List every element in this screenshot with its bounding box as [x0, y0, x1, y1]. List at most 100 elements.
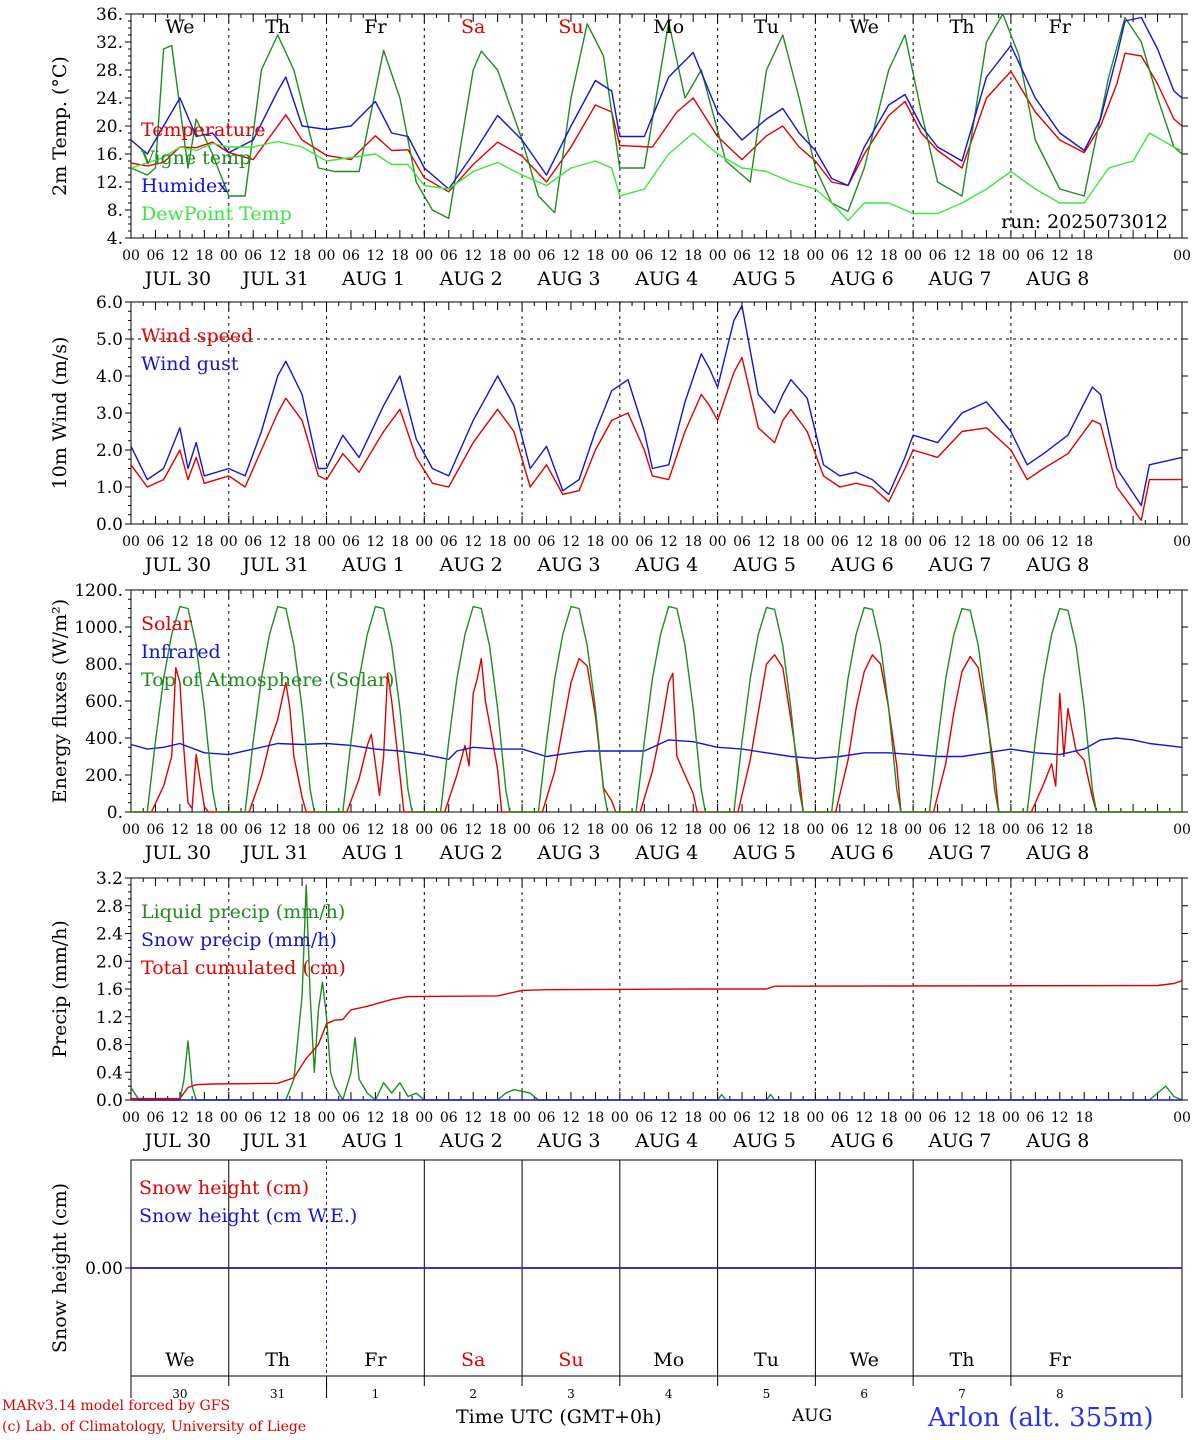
hour-label: 12: [367, 1110, 385, 1126]
hour-label: 18: [489, 1110, 507, 1126]
date-label: AUG 6: [830, 842, 894, 864]
y-tick-label: 0.0: [96, 1091, 123, 1111]
y-axis-label: Energy fluxes (W/m²): [49, 599, 71, 803]
hour-label: 06: [147, 534, 165, 550]
y-tick-label: 16.: [96, 145, 123, 165]
hour-label: 06: [1026, 1110, 1044, 1126]
hour-label: 00: [806, 822, 824, 838]
station-label: Arlon (alt. 355m): [928, 1403, 1154, 1433]
y-axis-label: Precip (mm/h): [49, 920, 71, 1058]
y-tick-label: 36.: [96, 5, 123, 25]
hour-label: 00: [1173, 534, 1191, 550]
hour-label: 06: [538, 1110, 556, 1126]
date-label: AUG 7: [927, 842, 991, 864]
snow-day-number: 2: [469, 1387, 477, 1401]
hour-label: 12: [1051, 1110, 1069, 1126]
hour-label: 12: [171, 248, 189, 264]
snow-day-name: Tu: [754, 1349, 779, 1371]
date-label: AUG 3: [536, 554, 600, 576]
hour-label: 06: [929, 534, 947, 550]
hour-label: 18: [1075, 1110, 1093, 1126]
hour-label: 00: [513, 248, 531, 264]
hour-label: 18: [391, 822, 409, 838]
hour-label: 06: [1026, 534, 1044, 550]
day-name: Fr: [364, 16, 387, 38]
hour-label: 18: [978, 248, 996, 264]
hour-label: 18: [978, 1110, 996, 1126]
y-tick-label: 1000.: [74, 618, 123, 638]
date-label: AUG 7: [927, 268, 991, 290]
snow-day-name: Mo: [653, 1349, 684, 1371]
hour-label: 12: [1051, 822, 1069, 838]
y-tick-label: 1.0: [96, 478, 123, 498]
hour-label: 18: [293, 248, 311, 264]
hour-label: 18: [880, 534, 898, 550]
hour-label: 12: [660, 248, 678, 264]
hour-label: 00: [1173, 248, 1191, 264]
y-tick-label: 32.: [96, 33, 123, 53]
hour-label: 06: [244, 1110, 262, 1126]
hour-label: 12: [464, 1110, 482, 1126]
hour-label: 00: [318, 248, 336, 264]
x-axis-title: Time UTC (GMT+0h): [456, 1406, 662, 1428]
hour-label: 18: [880, 248, 898, 264]
date-label: AUG 1: [341, 1130, 405, 1152]
hour-label: 12: [855, 822, 873, 838]
y-tick-label: 2.8: [96, 897, 123, 917]
snow-day-number: 3: [567, 1387, 575, 1401]
day-name: We: [850, 16, 879, 38]
hour-label: 18: [489, 534, 507, 550]
hour-label: 06: [1026, 248, 1044, 264]
hour-label: 12: [562, 822, 580, 838]
hour-label: 12: [562, 248, 580, 264]
date-label: AUG 1: [341, 554, 405, 576]
hour-label: 12: [758, 534, 776, 550]
hour-label: 06: [929, 248, 947, 264]
date-label: AUG 2: [439, 842, 503, 864]
y-tick-label: 8.: [107, 201, 123, 221]
date-label: AUG 8: [1025, 1130, 1089, 1152]
date-label: JUL 31: [240, 1130, 308, 1152]
legend-entry: Liquid precip (mm/h): [141, 901, 345, 923]
hour-label: 00: [415, 534, 433, 550]
y-tick-label: 2.4: [96, 925, 123, 945]
snow-day-number: 31: [270, 1387, 285, 1401]
hour-label: 00: [220, 1110, 238, 1126]
hour-label: 18: [195, 248, 213, 264]
hour-label: 06: [831, 248, 849, 264]
hour-label: 12: [171, 534, 189, 550]
snow-day-number: 7: [958, 1387, 966, 1401]
panel-frame-1: [130, 301, 1183, 525]
hour-label: 18: [684, 248, 702, 264]
hour-label: 00: [1173, 1110, 1191, 1126]
y-axis-label: Snow height (cm): [49, 1183, 71, 1353]
hour-label: 06: [635, 1110, 653, 1126]
credit-line-model: MARv3.14 model forced by GFS: [2, 1398, 231, 1414]
hour-label: 06: [538, 248, 556, 264]
hour-label: 06: [440, 248, 458, 264]
hour-label: 00: [611, 248, 629, 264]
hour-label: 12: [953, 534, 971, 550]
hour-label: 00: [122, 248, 140, 264]
day-name: We: [165, 16, 194, 38]
hour-label: 00: [709, 1110, 727, 1126]
hour-label: 18: [1075, 822, 1093, 838]
snow-day-name: Th: [265, 1349, 290, 1371]
hour-label: 18: [195, 1110, 213, 1126]
hour-label: 12: [855, 534, 873, 550]
date-label: AUG 5: [732, 554, 796, 576]
date-label: AUG 4: [634, 1130, 698, 1152]
y-tick-label: 400.: [85, 729, 123, 749]
legend-entry: Snow precip (mm/h): [141, 929, 337, 951]
y-tick-label: 800.: [85, 655, 123, 675]
hour-label: 00: [709, 534, 727, 550]
hour-label: 00: [611, 822, 629, 838]
hour-label: 06: [147, 248, 165, 264]
hour-label: 06: [538, 534, 556, 550]
hour-label: 18: [489, 248, 507, 264]
hour-label: 12: [562, 534, 580, 550]
y-axis-label: 2m Temp. (°C): [49, 56, 71, 196]
hour-label: 06: [342, 534, 360, 550]
hour-label: 12: [758, 248, 776, 264]
hour-label: 18: [684, 1110, 702, 1126]
